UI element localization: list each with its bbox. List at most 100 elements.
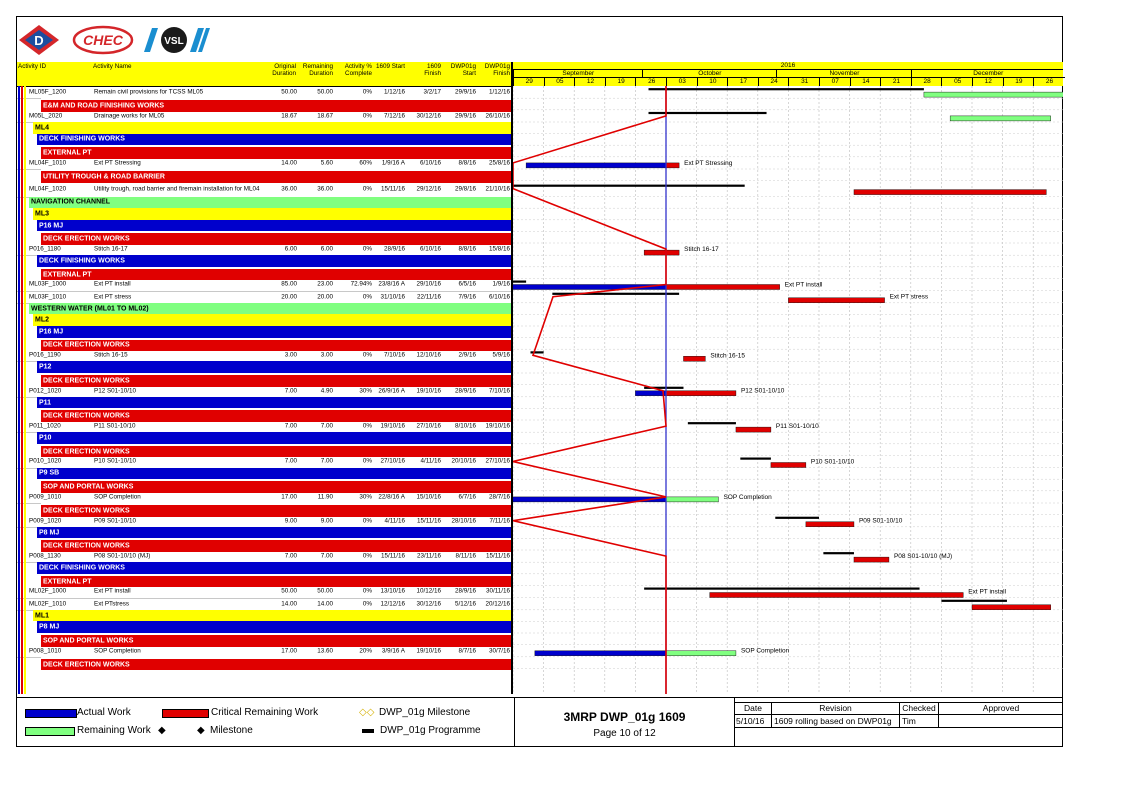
cell-df: 6/10/16 (488, 293, 510, 301)
wbs-row[interactable]: DECK ERECTION WORKS (41, 408, 511, 422)
wbs-row[interactable]: DECK ERECTION WORKS (41, 656, 511, 671)
wbs-row[interactable]: SOP AND PORTAL WORKS (41, 479, 511, 493)
critical-remaining-bar[interactable] (971, 604, 1051, 610)
activity-row[interactable]: M05L_2020 Drainage works for ML05 18.67 18.… (17, 110, 511, 123)
critical-remaining-bar[interactable] (709, 592, 964, 598)
header-activity-pct[interactable]: Activity % Complete (344, 63, 372, 77)
actual-work-bar[interactable] (635, 390, 667, 396)
wbs-row[interactable]: P16 MJ (37, 219, 511, 232)
dwp-programme-bar[interactable] (687, 422, 736, 425)
cell-od: 17.00 (281, 493, 297, 501)
remaining-work-bar[interactable] (665, 496, 719, 503)
activity-row[interactable]: P012_1020 P12 S01-10/10 7.00 4.90 30% 26/9/16… (17, 385, 511, 398)
cell-df: 28/7/16 (488, 493, 510, 501)
wbs-row[interactable]: DECK ERECTION WORKS (41, 337, 511, 352)
wbs-row[interactable]: DECK FINISHING WORKS (37, 562, 511, 574)
activity-row[interactable]: ML03F_1010 Ext PT stress 20.00 20.00 0% 31/10… (17, 291, 511, 304)
wbs-row[interactable]: EXTERNAL PT (41, 145, 511, 159)
activity-row[interactable]: ML02F_1000 Ext PT install 50.00 50.00 0% 13/1… (17, 585, 511, 599)
wbs-label: P16 MJ (39, 328, 64, 336)
header-dwp-start[interactable]: DWP01g Start (450, 63, 476, 77)
wbs-row[interactable]: DECK ERECTION WORKS (41, 373, 511, 387)
dwp-programme-bar[interactable] (823, 552, 854, 555)
critical-remaining-bar[interactable] (665, 284, 780, 290)
cell-name: SOP Completion (94, 493, 141, 501)
critical-remaining-bar[interactable] (770, 462, 807, 468)
dwp-programme-bar[interactable] (648, 111, 767, 115)
wbs-row[interactable]: P9 SB (37, 467, 511, 480)
wbs-row[interactable]: P11 (37, 396, 511, 409)
wbs-row[interactable]: DECK ERECTION WORKS (41, 443, 511, 458)
activity-row[interactable]: ML04F_1020 Utility trough, road barrier a… (17, 181, 511, 198)
actual-work-bar[interactable] (525, 162, 667, 169)
wbs-row[interactable]: DECK ERECTION WORKS (41, 503, 511, 517)
dwp-programme-bar[interactable] (513, 280, 527, 283)
wbs-row[interactable]: ML4 (33, 122, 511, 134)
activity-row[interactable]: ML04F_1010 Ext PT Stressing 14.00 5.60 60% 1/… (17, 157, 511, 170)
header-dwp-finish[interactable]: DWP01g Finish (484, 63, 510, 77)
cell-pc: 0% (362, 422, 372, 430)
cell-id: P009_1010 (29, 493, 62, 501)
wbs-row[interactable]: UTILITY TROUGH & ROAD BARRIER (41, 169, 511, 183)
cell-name: Stitch 16-15 (94, 351, 128, 359)
activity-row[interactable]: ML03F_1000 Ext PT install 85.00 23.00 72.94%… (17, 278, 511, 292)
activity-row[interactable]: P010_1020 P10 S01-10/10 7.00 7.00 0% 27/10/16… (17, 455, 511, 469)
dwp-programme-bar[interactable] (644, 587, 920, 590)
wbs-row[interactable]: ML1 (33, 609, 511, 622)
critical-remaining-bar[interactable] (853, 189, 1047, 195)
activity-row[interactable]: P009_1010 SOP Completion 17.00 11.90 30% 22/8… (17, 491, 511, 504)
critical-remaining-bar[interactable] (665, 390, 737, 396)
wbs-row[interactable]: P16 MJ (37, 326, 511, 338)
activity-row[interactable]: ML02F_1010 Ext PTstress 14.00 14.00 0% 12/12/… (17, 598, 511, 611)
actual-work-bar[interactable] (534, 650, 667, 656)
header-original-duration[interactable]: Original Duration (272, 63, 296, 77)
wbs-row[interactable]: EXTERNAL PT (41, 266, 511, 281)
wbs-row[interactable]: P8 MJ (37, 621, 511, 633)
remaining-work-bar[interactable] (949, 115, 1051, 122)
wbs-row[interactable]: SOP AND PORTAL WORKS (41, 633, 511, 647)
wbs-row[interactable]: P8 MJ (37, 526, 511, 539)
dwp-programme-bar[interactable] (530, 351, 544, 354)
wbs-row[interactable]: ML2 (33, 314, 511, 326)
cell-ds: 29/8/16 (454, 185, 476, 193)
dwp-programme-bar[interactable] (775, 516, 819, 519)
remaining-work-bar[interactable] (665, 650, 737, 656)
cell-df: 26/10/16 (485, 112, 510, 120)
critical-remaining-bar[interactable] (735, 426, 772, 433)
dwp-programme-bar[interactable] (552, 292, 680, 295)
critical-remaining-bar[interactable] (788, 297, 885, 303)
wbs-row[interactable]: DECK FINISHING WORKS (37, 133, 511, 146)
header-activity-name[interactable]: Activity Name (93, 63, 132, 70)
activity-row[interactable]: P016_1190 Stitch 16-15 3.00 3.00 0% 7/10/16 12… (17, 349, 511, 363)
wbs-row[interactable]: DECK ERECTION WORKS (41, 538, 511, 552)
wbs-row[interactable]: P10 (37, 432, 511, 444)
dwp-programme-bar[interactable] (648, 88, 924, 91)
dwp-programme-bar[interactable] (740, 457, 771, 460)
critical-remaining-bar[interactable] (665, 162, 680, 169)
header-1609-start[interactable]: 1609 Start (375, 63, 405, 70)
header-remaining-duration[interactable]: Remaining Duration (302, 63, 333, 77)
header-1609-finish[interactable]: 1609 Finish (424, 63, 441, 77)
wbs-row[interactable]: P12 (37, 361, 511, 373)
wbs-row[interactable]: DECK FINISHING WORKS (37, 255, 511, 267)
dwp-programme-bar[interactable] (513, 184, 745, 187)
wbs-row[interactable]: WESTERN WATER (ML01 TO ML02) (29, 302, 511, 315)
wbs-row[interactable]: EXTERNAL PT (41, 573, 511, 588)
remaining-work-bar[interactable] (923, 91, 1063, 98)
critical-remaining-bar[interactable] (853, 556, 890, 563)
wbs-row[interactable]: ML3 (33, 208, 511, 220)
wbs-row[interactable]: NAVIGATION CHANNEL (29, 196, 511, 209)
cell-rd: 11.90 (317, 493, 333, 501)
critical-remaining-bar[interactable] (683, 356, 706, 362)
page-frame (16, 16, 1063, 747)
wbs-row[interactable]: DECK ERECTION WORKS (41, 231, 511, 245)
activity-row[interactable]: P009_1020 P09 S01-10/10 9.00 9.00 0% 4/11/16 1… (17, 515, 511, 528)
dwp-programme-bar[interactable] (644, 386, 684, 389)
dwp-programme-bar[interactable] (941, 599, 1007, 602)
panel-divider[interactable] (511, 62, 513, 694)
activity-row[interactable]: P008_1010 SOP Completion 17.00 13.60 20% 3/9/… (17, 645, 511, 658)
critical-remaining-bar[interactable] (805, 521, 855, 527)
header-activity-id[interactable]: Activity ID (18, 63, 46, 70)
critical-remaining-bar[interactable] (643, 249, 680, 256)
wbs-row[interactable]: E&M AND ROAD FINISHING WORKS (41, 98, 511, 112)
